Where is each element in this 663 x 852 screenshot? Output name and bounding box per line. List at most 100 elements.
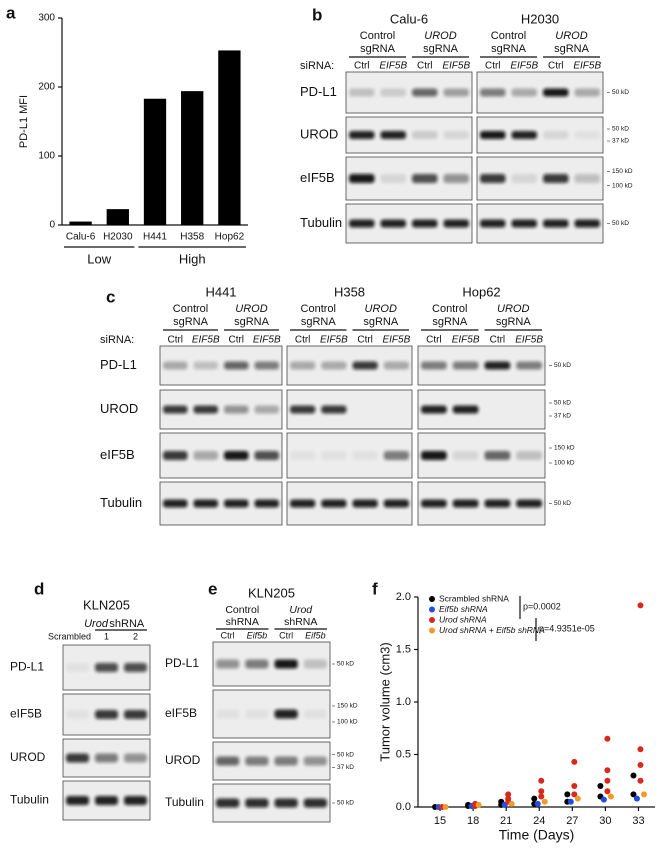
label: EIF5B [320,335,348,346]
band [516,361,542,370]
label: 100 kD [554,460,575,467]
point [640,791,647,798]
label: 50 kD [337,661,354,668]
band [574,219,600,228]
band [245,709,269,719]
label: 15 [434,815,446,827]
band [511,219,537,228]
label: Scrambled shRNA [439,593,509,603]
label: EIF5B [510,61,538,72]
label: c [106,287,115,306]
label: b [312,5,322,24]
band [380,174,406,183]
label: sgRNA [363,316,399,328]
band [380,88,406,97]
band [380,131,406,139]
band [303,756,327,766]
bar [143,98,167,225]
label: sgRNA [554,43,590,55]
band [224,361,249,370]
band [511,131,537,139]
band [421,405,447,414]
band [290,451,316,460]
band [216,659,240,669]
bar [181,91,204,225]
band [124,753,147,763]
label: Ctrl [490,335,506,346]
point [604,788,611,795]
label: Ctrl [295,335,311,346]
label: PD-L1 [300,84,337,99]
label: eIF5B [300,170,335,185]
band [421,361,447,370]
label: Ctrl [548,61,564,72]
band [574,131,600,139]
label: Hop62 [462,284,500,299]
point [600,796,607,803]
label: 37 kD [337,764,354,771]
label: Ctrl [357,335,373,346]
band [511,174,537,183]
point [630,791,637,798]
label: Control [432,303,467,315]
band [290,405,316,414]
band [193,405,218,414]
label: H358 [334,284,365,299]
band [216,798,240,808]
point [567,798,574,805]
band [216,756,240,766]
band [66,796,89,805]
label: H2030 [103,232,133,243]
band [480,219,506,228]
label: eIF5B [100,447,135,462]
label: 50 kD [554,362,571,369]
label: Eif5b shRNA [439,604,488,614]
label: EIF5B [573,61,601,72]
label: H358 [180,232,204,243]
band [224,451,249,460]
point [637,762,644,768]
band [254,405,279,414]
label: sgRNA [423,43,459,55]
band [352,451,378,460]
point [475,801,482,808]
label: 1 [104,631,109,641]
band [516,451,542,460]
label: Ctrl [167,335,183,346]
band [480,131,506,139]
label: Control [173,303,208,315]
point [574,795,581,802]
band [245,798,269,808]
label: UROD [365,303,397,315]
label: shRNA [109,618,145,630]
point [637,602,644,609]
band [274,659,298,669]
point [538,777,545,784]
label: 0.0 [396,801,411,813]
label: sgRNA [496,316,532,328]
point [505,791,512,798]
label: UROD [165,753,201,767]
band [66,753,89,763]
label: KLN205 [248,585,295,600]
label: 100 kD [612,182,633,189]
label: 150 kD [612,168,633,175]
point [442,804,449,810]
band [193,361,218,370]
band [321,361,347,370]
label: Ctrl [279,630,293,640]
band [543,174,569,183]
label: Ctrl [221,630,235,640]
label: Ctrl [228,335,244,346]
label: Control [491,30,526,42]
band [193,451,218,460]
band [66,663,89,672]
band [163,451,188,460]
label: 24 [533,815,545,827]
label: Urod shRNA [439,614,487,624]
label: EIF5B [442,61,470,72]
point [538,788,545,795]
point [604,767,611,774]
label: Eif5b [247,630,268,640]
band [452,451,479,460]
